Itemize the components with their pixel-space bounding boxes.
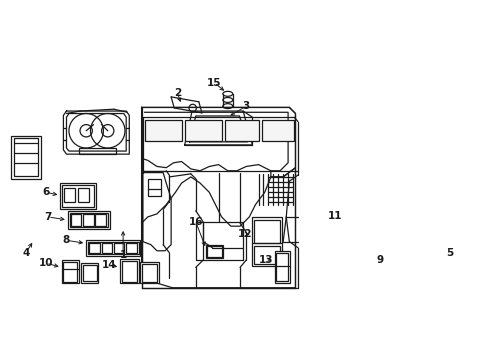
Bar bbox=[63, 262, 77, 282]
Bar bbox=[14, 138, 38, 176]
Bar bbox=[142, 264, 157, 282]
Bar bbox=[224, 120, 258, 141]
Bar bbox=[81, 263, 98, 283]
Text: 9: 9 bbox=[376, 255, 383, 265]
Text: 1: 1 bbox=[119, 250, 126, 260]
Bar bbox=[254, 220, 280, 243]
Text: 14: 14 bbox=[102, 260, 117, 270]
Bar bbox=[207, 246, 222, 257]
Bar bbox=[122, 261, 136, 282]
Text: 8: 8 bbox=[63, 235, 70, 245]
Bar bbox=[83, 265, 97, 281]
Bar bbox=[144, 120, 181, 141]
Polygon shape bbox=[142, 172, 171, 251]
Bar bbox=[120, 259, 138, 283]
Polygon shape bbox=[142, 158, 295, 288]
Bar bbox=[11, 136, 41, 179]
Bar bbox=[114, 243, 124, 253]
Polygon shape bbox=[63, 111, 129, 154]
Bar bbox=[89, 243, 100, 253]
Bar bbox=[88, 242, 138, 254]
Text: 5: 5 bbox=[445, 248, 452, 258]
Bar bbox=[254, 247, 280, 264]
Text: 16: 16 bbox=[188, 217, 203, 227]
Text: 13: 13 bbox=[258, 255, 273, 265]
Ellipse shape bbox=[223, 91, 232, 96]
Polygon shape bbox=[142, 107, 295, 177]
Polygon shape bbox=[184, 111, 252, 145]
Bar bbox=[206, 245, 223, 258]
Bar bbox=[184, 120, 221, 141]
Bar bbox=[381, 240, 430, 266]
Bar bbox=[274, 251, 289, 283]
Ellipse shape bbox=[147, 125, 168, 137]
Bar bbox=[252, 217, 282, 266]
Bar bbox=[67, 211, 109, 229]
Bar bbox=[86, 240, 140, 256]
Bar bbox=[417, 244, 426, 261]
Bar bbox=[261, 120, 293, 141]
Bar bbox=[95, 214, 106, 226]
Bar bbox=[384, 244, 392, 261]
Text: 4: 4 bbox=[22, 248, 29, 258]
Bar bbox=[60, 183, 96, 209]
Text: 11: 11 bbox=[327, 211, 342, 221]
Bar bbox=[140, 262, 159, 283]
Bar bbox=[61, 260, 79, 283]
Bar bbox=[83, 214, 93, 226]
Bar bbox=[395, 244, 404, 261]
Bar bbox=[276, 253, 287, 281]
Text: 6: 6 bbox=[42, 187, 50, 197]
Ellipse shape bbox=[223, 104, 232, 109]
Ellipse shape bbox=[223, 98, 232, 103]
Bar bbox=[64, 188, 75, 202]
Text: 7: 7 bbox=[44, 212, 52, 222]
Bar bbox=[71, 214, 81, 226]
Bar bbox=[102, 243, 112, 253]
Bar bbox=[383, 242, 428, 264]
Bar bbox=[69, 213, 107, 228]
Bar bbox=[406, 244, 415, 261]
Ellipse shape bbox=[195, 124, 217, 135]
Text: 10: 10 bbox=[39, 258, 53, 268]
Text: 12: 12 bbox=[237, 229, 252, 239]
Text: 2: 2 bbox=[173, 87, 181, 98]
Bar bbox=[126, 243, 136, 253]
Bar bbox=[79, 148, 116, 154]
Bar bbox=[62, 185, 94, 207]
Bar bbox=[147, 179, 161, 196]
Text: 3: 3 bbox=[242, 101, 249, 111]
Bar bbox=[423, 191, 462, 230]
Text: 15: 15 bbox=[206, 78, 221, 88]
Bar bbox=[78, 188, 88, 202]
